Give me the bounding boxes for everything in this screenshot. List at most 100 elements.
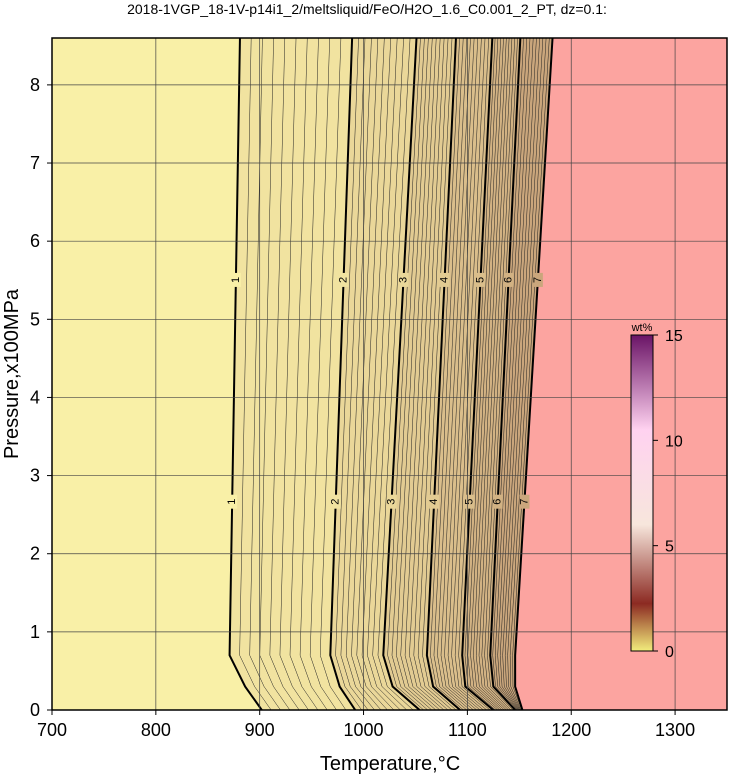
label-bg [227, 494, 238, 509]
contour-line [514, 38, 554, 710]
x-tick-label: 700 [37, 720, 67, 740]
minor-contour [309, 38, 337, 710]
minor-contour [497, 38, 531, 710]
minor-contour [430, 38, 464, 710]
label-bg [532, 272, 543, 287]
minor-contour [372, 38, 407, 710]
saturated-region [515, 38, 727, 710]
minor-contour [259, 38, 291, 710]
y-tick-label: 8 [30, 75, 40, 95]
minor-contour [400, 38, 436, 710]
y-tick-label: 6 [30, 231, 40, 251]
y-tick-label: 7 [30, 153, 40, 173]
chart-title: 2018-1VGP_18-1V-p14i1_2/meltsliquid/FeO/… [127, 1, 607, 17]
contour-label: 6 [492, 499, 504, 505]
minor-contour [335, 38, 362, 710]
contour-label: 2 [337, 277, 349, 283]
minor-contour [478, 38, 510, 710]
label-bg [386, 494, 397, 509]
label-bg [519, 494, 530, 509]
contour-label: 1 [230, 277, 242, 283]
minor-contour [413, 38, 449, 710]
contour-line [228, 38, 263, 710]
contour-label: 1 [226, 499, 238, 505]
contour-label: 4 [438, 277, 450, 283]
label-bg [475, 272, 486, 287]
contour-band [383, 38, 461, 710]
contour-line [461, 38, 494, 710]
minor-contour [440, 38, 474, 710]
minor-contour [458, 38, 491, 710]
contour-label: 7 [518, 499, 530, 505]
minor-contour [391, 38, 428, 710]
minor-contour [367, 38, 401, 710]
minor-contour [377, 38, 414, 710]
x-tick-label: 1300 [655, 720, 695, 740]
y-tick-label: 4 [30, 387, 40, 407]
minor-contour [340, 38, 369, 710]
colorbar-tick-label: 5 [665, 539, 674, 556]
x-tick-label: 800 [141, 720, 171, 740]
minor-contour [504, 38, 540, 710]
contour-label: 3 [397, 277, 409, 283]
minor-contour [464, 38, 496, 710]
minor-contour [239, 38, 272, 710]
minor-contour [279, 38, 309, 710]
minor-contour [422, 38, 457, 710]
label-bg [330, 494, 341, 509]
minor-contour [475, 38, 507, 710]
minor-contour [502, 38, 537, 710]
minor-contour [454, 38, 487, 710]
y-tick-label: 5 [30, 309, 40, 329]
label-bg [338, 272, 349, 287]
label-bg [439, 272, 450, 287]
minor-contour [494, 38, 528, 710]
minor-contour [499, 38, 534, 710]
label-bg [429, 494, 440, 509]
minor-contour [361, 38, 395, 710]
minor-contour [404, 38, 441, 710]
minor-contour [467, 38, 499, 710]
x-tick-label: 900 [245, 720, 275, 740]
minor-contour [509, 38, 547, 710]
contour-label: 3 [385, 499, 397, 505]
contour-line [425, 38, 461, 710]
y-tick-label: 0 [30, 700, 40, 720]
minor-contour [492, 38, 524, 710]
minor-contour [451, 38, 484, 710]
minor-contour [319, 38, 347, 710]
minor-contour [484, 38, 515, 710]
minor-contour [437, 38, 471, 710]
y-tick-label: 3 [30, 466, 40, 486]
minor-contour [473, 38, 504, 710]
colorbar-tick-label: 15 [665, 328, 683, 345]
plot-area: 1 1 2 2 3 3 4 4 5 5 6 6 7 7 [52, 38, 727, 710]
contour-line [329, 38, 357, 710]
contour-label: 7 [532, 277, 544, 283]
label-bg [492, 494, 503, 509]
minor-contour [409, 38, 445, 710]
y-tick-label: 2 [30, 544, 40, 564]
contour-line [489, 38, 522, 710]
minor-contour [487, 38, 518, 710]
contour-label: 5 [474, 277, 486, 283]
x-tick-label: 1000 [344, 720, 384, 740]
x-tick-label: 1100 [448, 720, 487, 740]
label-bg [230, 272, 241, 287]
colorbar [630, 334, 654, 652]
y-axis-label: Pressure,x100MPa [1, 288, 23, 459]
contour-label: 6 [502, 277, 514, 283]
minor-contour [299, 38, 328, 710]
x-tick-label: 1200 [551, 720, 591, 740]
minor-contour [269, 38, 300, 710]
colorbar-label: wt% [631, 322, 653, 334]
contour-band [490, 38, 553, 710]
minor-contour [396, 38, 432, 710]
contour-label: 4 [428, 499, 440, 505]
minor-contour [507, 38, 544, 710]
minor-contour [387, 38, 424, 710]
label-bg [398, 272, 409, 287]
label-bg [503, 272, 514, 287]
y-tick-label: 1 [30, 622, 40, 642]
